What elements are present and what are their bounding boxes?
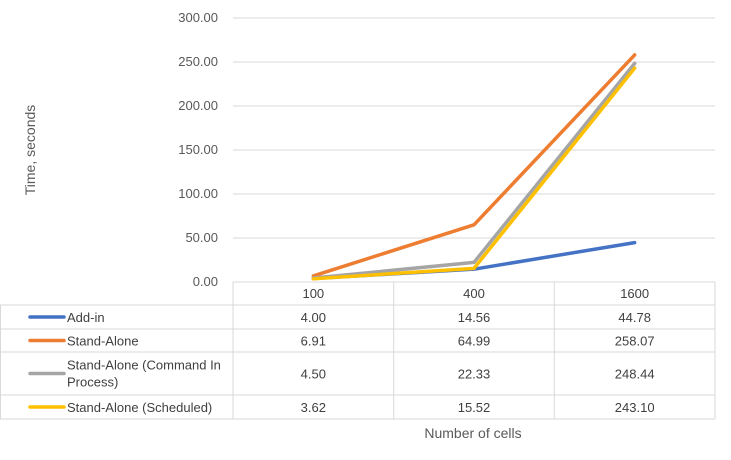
table-value: 4.00	[301, 310, 326, 325]
table-value: 3.62	[301, 400, 326, 415]
table-value: 44.78	[618, 310, 651, 325]
series-name-label: Stand-Alone	[67, 334, 139, 349]
table-value: 258.07	[615, 334, 655, 349]
series-name-label: Stand-Alone (Scheduled)	[67, 400, 212, 415]
y-tick-label: 200.00	[178, 98, 218, 113]
y-axis-ticks: 0.00 50.00 100.00 150.00 200.00 250.00 300.00	[178, 10, 218, 289]
series-lines	[311, 53, 637, 281]
x-category-label: 400	[463, 286, 485, 301]
series-line	[311, 66, 637, 281]
series-line	[311, 53, 637, 278]
table-value: 64.99	[458, 334, 491, 349]
y-tick-label: 50.00	[185, 230, 218, 245]
y-tick-label: 300.00	[178, 10, 218, 25]
series-name-label: Stand-Alone (Command In	[67, 358, 221, 373]
x-axis-title: Number of cells	[424, 425, 521, 441]
y-tick-label: 150.00	[178, 142, 218, 157]
x-category-label: 100	[302, 286, 324, 301]
series-name-label: Add-in	[67, 310, 105, 325]
table-value: 14.56	[458, 310, 491, 325]
y-tick-label: 250.00	[178, 54, 218, 69]
series-name-label: Process)	[67, 375, 118, 390]
table-value: 6.91	[301, 334, 326, 349]
table-value: 15.52	[458, 400, 491, 415]
gridlines	[233, 17, 715, 239]
series-line	[311, 61, 637, 280]
y-tick-label: 100.00	[178, 186, 218, 201]
table-value: 4.50	[301, 367, 326, 382]
table-value: 243.10	[615, 400, 655, 415]
data-table: 100 400 1600 Add-in 4.00 14.56 44.78 Stand-Alon…	[0, 281, 716, 420]
x-category-label: 1600	[620, 286, 649, 301]
table-value: 22.33	[458, 367, 491, 382]
y-axis-title: Time, seconds	[22, 105, 38, 196]
table-value: 248.44	[615, 367, 655, 382]
y-tick-label: 0.00	[193, 274, 218, 289]
